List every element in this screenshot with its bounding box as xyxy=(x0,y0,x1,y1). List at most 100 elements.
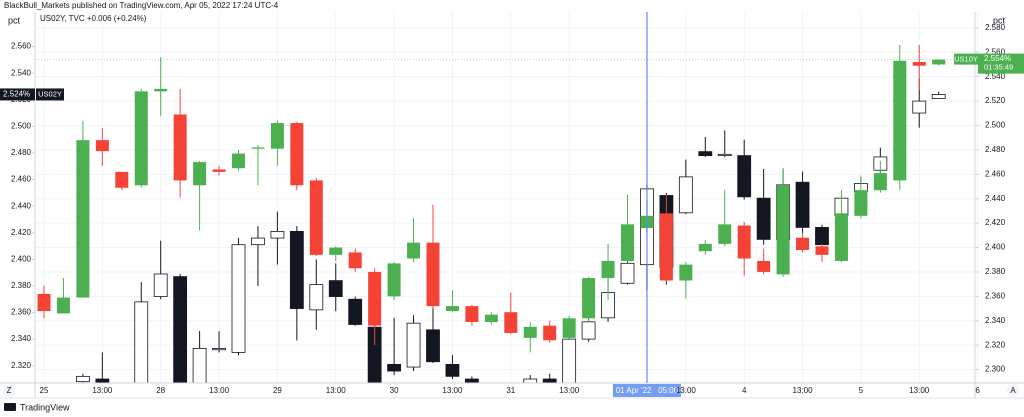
auto-scale-button-label[interactable]: A xyxy=(1010,386,1016,395)
x-tick-label: 30 xyxy=(390,386,399,395)
right-tick-label: 2.520 xyxy=(985,96,1006,105)
candle-body xyxy=(795,181,810,228)
x-tick-label: 13:00 xyxy=(676,386,697,395)
candle-body xyxy=(542,378,557,383)
candle-body xyxy=(445,363,460,377)
candle-body xyxy=(76,375,90,383)
candle-body xyxy=(620,262,635,284)
x-tick-label: 29 xyxy=(273,386,282,395)
left-tick-label: 2.320 xyxy=(11,361,32,370)
last-price-label: 2.524% xyxy=(3,90,30,99)
candle-body xyxy=(368,271,382,326)
x-tick-label: 6 xyxy=(975,386,980,395)
candle-body xyxy=(737,225,751,259)
candle-body xyxy=(251,147,265,149)
right-axis-unit: pct xyxy=(993,15,1006,25)
left-tick-label: 2.400 xyxy=(11,254,32,263)
footer-brand: TradingView xyxy=(20,402,70,412)
right-tick-label: 2.360 xyxy=(985,291,1006,300)
candle-body xyxy=(134,301,149,383)
candle-body xyxy=(153,273,168,297)
right-tick-label: 2.560 xyxy=(985,47,1006,56)
bar-countdown: 01:35:49 xyxy=(984,63,1013,72)
candle-body xyxy=(212,348,226,351)
candle-body xyxy=(445,306,459,311)
x-tick-label: 13:00 xyxy=(326,386,347,395)
right-tick-label: 2.580 xyxy=(985,23,1006,32)
symbol-legend: US02Y, TVC +0.006 (+0.24%) xyxy=(40,14,147,23)
candle-body xyxy=(698,151,713,157)
candle-body xyxy=(581,321,596,340)
candle-body xyxy=(756,197,771,240)
candle-body xyxy=(776,185,790,275)
x-tick-label: 31 xyxy=(506,386,515,395)
candle-body xyxy=(406,322,421,368)
x-tick-label: 13:00 xyxy=(559,386,580,395)
left-tick-label: 2.380 xyxy=(11,281,32,290)
x-tick-label: 13:00 xyxy=(209,386,230,395)
candle-body xyxy=(329,247,343,255)
candle-body xyxy=(407,242,421,259)
left-tick-label: 2.540 xyxy=(11,68,32,77)
left-tick-label: 2.460 xyxy=(11,175,32,184)
candle-body xyxy=(387,263,401,297)
candle-body xyxy=(815,246,829,255)
candle-body xyxy=(426,242,440,307)
candle-body xyxy=(601,260,615,279)
crosshair-time-box xyxy=(612,384,681,397)
right-tick-label: 2.480 xyxy=(985,145,1006,154)
right-tick-label: 2.460 xyxy=(985,169,1006,178)
candle-body xyxy=(115,171,129,188)
series-name-label: US10Y xyxy=(954,55,978,64)
candle-body xyxy=(854,190,868,216)
candle-body xyxy=(173,114,187,181)
candle-body xyxy=(37,293,51,311)
x-tick-label: 13:00 xyxy=(92,386,113,395)
candle-body xyxy=(659,213,673,281)
auto-scale-button[interactable] xyxy=(1007,385,1019,396)
candle-body xyxy=(484,314,498,322)
right-tick-label: 2.440 xyxy=(985,194,1006,203)
candle-body xyxy=(270,231,285,239)
candle-body xyxy=(815,227,829,246)
candle-body xyxy=(289,231,304,309)
right-tick-label: 2.400 xyxy=(985,243,1006,252)
tradingview-logo: TradingView xyxy=(4,402,70,412)
candle-body xyxy=(154,88,168,92)
candle-body xyxy=(192,348,207,383)
zoom-button[interactable] xyxy=(3,385,15,396)
candle-body xyxy=(251,237,265,246)
last-price-label: 2.554% xyxy=(984,54,1011,63)
candle-body xyxy=(932,59,946,65)
candle-body xyxy=(931,94,946,99)
candle-body xyxy=(232,153,245,169)
candle-body xyxy=(737,155,752,198)
zoom-button-label[interactable]: Z xyxy=(7,386,12,395)
candle-body xyxy=(270,123,284,149)
candle-body xyxy=(465,306,479,322)
candle-body xyxy=(678,176,693,214)
candle-body xyxy=(834,213,848,261)
left-tick-label: 2.360 xyxy=(11,308,32,317)
right-tick-label: 2.540 xyxy=(985,72,1006,81)
candle-body xyxy=(134,91,148,186)
candle-body xyxy=(193,162,207,186)
candle-body xyxy=(348,252,362,269)
x-tick-label: 13:00 xyxy=(793,386,814,395)
right-tick-label: 2.320 xyxy=(985,340,1006,349)
candle-body xyxy=(912,62,926,66)
candle-body xyxy=(348,298,363,325)
series-name-box xyxy=(36,88,64,101)
left-axis-unit: pct xyxy=(8,15,21,25)
candle-body xyxy=(95,378,110,383)
x-tick-label: 4 xyxy=(742,386,747,395)
left-tick-label: 2.420 xyxy=(11,228,32,237)
x-tick-label: 13:00 xyxy=(442,386,463,395)
x-tick-label: 28 xyxy=(156,386,165,395)
series-name-box xyxy=(954,53,978,65)
x-tick-label: 25 xyxy=(40,386,49,395)
left-tick-label: 2.440 xyxy=(11,201,32,210)
candle-body xyxy=(562,318,576,338)
publisher-line: BlackBull_Markets published on TradingVi… xyxy=(4,1,279,10)
